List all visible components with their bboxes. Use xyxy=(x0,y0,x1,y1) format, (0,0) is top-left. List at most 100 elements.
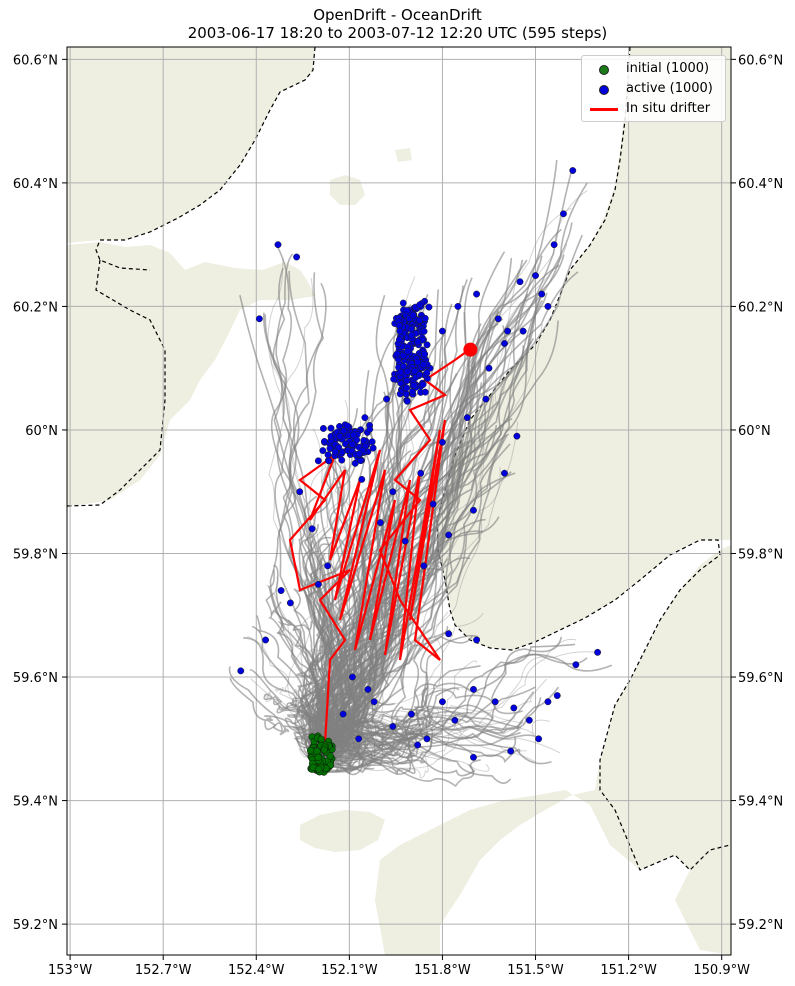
chart-subtitle: 2003-06-17 18:20 to 2003-07-12 12:20 UTC… xyxy=(187,24,608,42)
active-particle xyxy=(507,747,515,755)
active-particle xyxy=(399,299,407,307)
active-particle xyxy=(320,438,328,445)
active-particle xyxy=(366,425,374,433)
active-particles xyxy=(237,167,602,761)
active-particle xyxy=(470,506,477,514)
active-particle xyxy=(319,425,327,432)
land-islet-small xyxy=(395,148,412,162)
active-particle xyxy=(349,431,357,439)
active-particle xyxy=(421,314,429,322)
active-particle xyxy=(404,347,412,355)
initial-particle xyxy=(314,753,322,762)
active-particle xyxy=(395,336,403,344)
y-tick-label: 59.8°N xyxy=(13,548,58,563)
y-tick-labels-right: 59.2°N 59.4°N 59.6°N 59.8°N 60°N 60.2°N 60.4°N… xyxy=(731,53,783,933)
initial-particle xyxy=(317,735,325,743)
y-tick-label: 59.2°N xyxy=(13,918,58,933)
active-particle xyxy=(404,367,411,375)
land-northwest xyxy=(67,47,315,243)
y-tick-label: 60.6°N xyxy=(738,53,783,68)
active-particle xyxy=(438,327,446,335)
active-particle xyxy=(376,519,384,527)
initial-particle xyxy=(326,752,334,760)
active-particle xyxy=(494,315,502,323)
active-particle xyxy=(553,692,561,700)
active-particle xyxy=(544,698,552,706)
active-particle xyxy=(349,673,356,681)
active-particle xyxy=(324,451,332,459)
active-particle xyxy=(421,350,429,358)
initial-particle xyxy=(306,746,315,755)
x-tick-label: 151.8°W xyxy=(414,963,471,978)
active-particle xyxy=(501,340,508,347)
active-particle xyxy=(343,422,351,430)
active-particle xyxy=(358,475,366,483)
active-particle xyxy=(403,377,411,385)
x-tick-label: 151.2°W xyxy=(600,963,657,978)
y-tick-label: 59.6°N xyxy=(13,671,58,686)
active-particle xyxy=(351,459,359,467)
active-particle xyxy=(357,457,365,465)
active-particle xyxy=(420,327,428,335)
trajectory-line xyxy=(228,666,322,765)
active-particle xyxy=(314,580,322,588)
trajectory-line xyxy=(311,292,548,760)
active-particle xyxy=(423,341,431,349)
trajectory-line xyxy=(303,367,410,747)
initial-particle xyxy=(313,747,321,755)
land-west-peninsula xyxy=(67,242,315,506)
x-tick-label: 151.5°W xyxy=(507,963,564,978)
active-particle xyxy=(513,432,521,440)
y-tick-label: 60°N xyxy=(738,424,771,439)
active-particle xyxy=(403,397,411,405)
active-particle xyxy=(401,537,409,545)
active-particle xyxy=(369,444,377,452)
y-tick-label: 60.4°N xyxy=(738,177,783,192)
y-tick-label: 59.4°N xyxy=(13,795,58,810)
trajectory-line xyxy=(326,725,400,776)
active-particle xyxy=(416,371,423,379)
active-particle xyxy=(396,327,404,335)
x-tick-label: 152.1°W xyxy=(321,963,378,978)
trajectory-line xyxy=(319,518,409,760)
trajectory-line xyxy=(270,247,342,749)
active-particle xyxy=(338,456,346,464)
trajectory-line xyxy=(239,295,319,761)
active-particle xyxy=(325,457,333,465)
trajectory-line xyxy=(312,295,543,760)
y-tick-label: 60.4°N xyxy=(13,177,58,192)
active-particle xyxy=(237,667,245,675)
active-particle xyxy=(445,630,453,638)
active-particle xyxy=(491,698,499,706)
active-particle xyxy=(454,302,462,310)
active-particle xyxy=(516,278,524,286)
chart-title: OpenDrift - OceanDrift xyxy=(313,6,482,24)
trajectory-line xyxy=(327,289,544,746)
drifter-end-marker xyxy=(463,342,478,357)
active-particle xyxy=(429,500,437,508)
active-particle xyxy=(355,450,363,458)
active-particle xyxy=(572,661,580,669)
legend-item-initial: initial (1000) xyxy=(582,60,725,78)
land-south-shore xyxy=(300,810,385,852)
boundary-west xyxy=(67,259,166,507)
trajectory-line xyxy=(325,718,521,774)
active-particle xyxy=(262,636,270,644)
active-particle xyxy=(419,381,427,388)
trajectory-line xyxy=(299,552,347,752)
legend: initial (1000) active (1000) In situ dri… xyxy=(581,55,726,122)
active-particle xyxy=(470,753,477,761)
active-particle xyxy=(445,531,453,539)
active-particle xyxy=(353,436,361,444)
active-particle xyxy=(504,327,512,335)
active-particle xyxy=(550,241,558,249)
trajectory-line xyxy=(265,592,328,749)
active-particle xyxy=(319,447,327,455)
active-marker-icon xyxy=(599,85,609,95)
active-particle xyxy=(594,648,602,656)
y-tick-label: 59.8°N xyxy=(738,548,783,563)
trajectory-line xyxy=(275,253,327,754)
active-particle xyxy=(417,469,425,477)
y-tick-label: 59.6°N xyxy=(738,671,783,686)
